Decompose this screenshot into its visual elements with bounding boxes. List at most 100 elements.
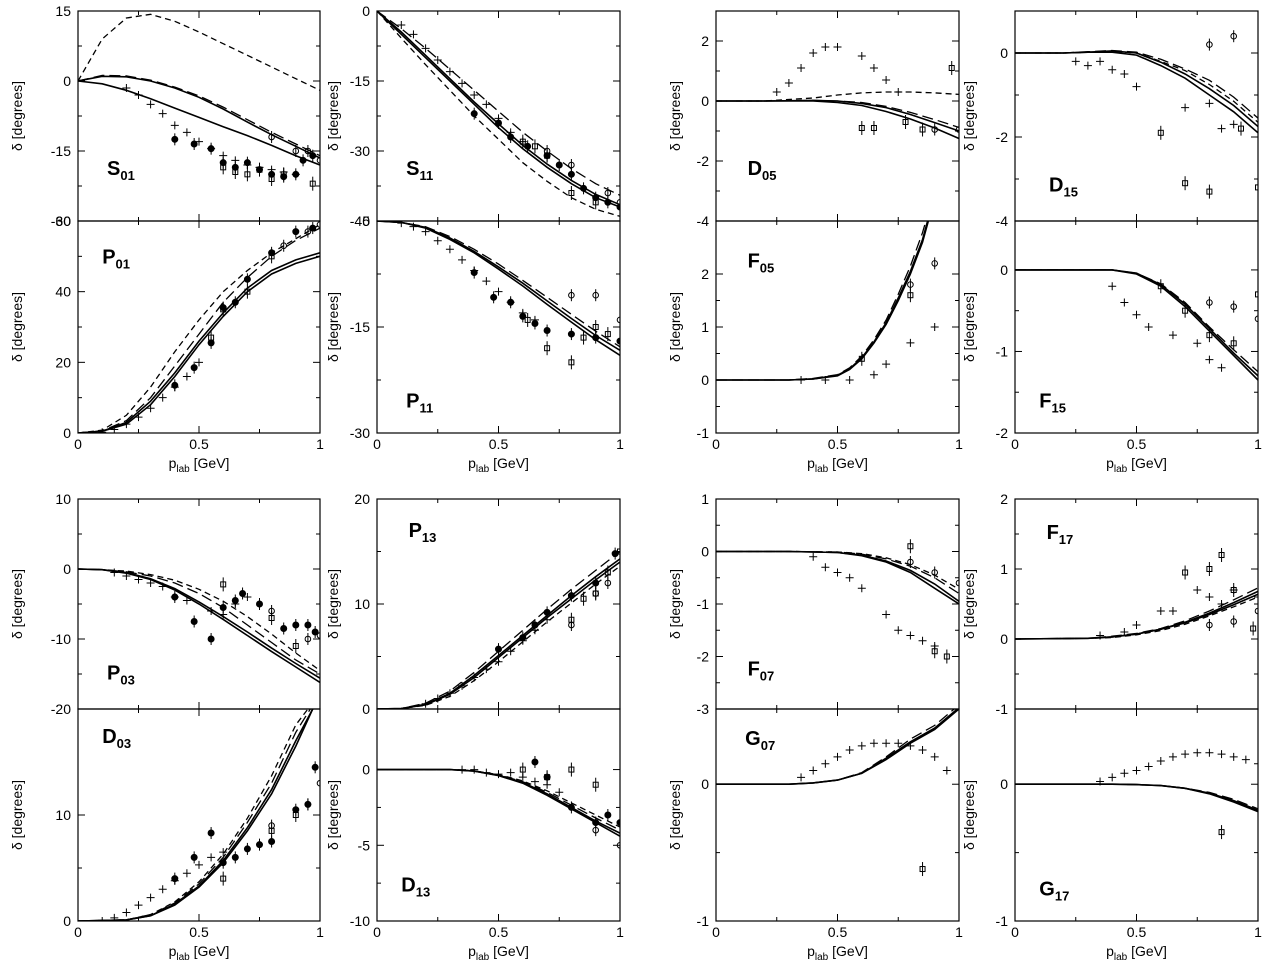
y-axis-label: δ [degrees]	[961, 81, 977, 151]
data-point-square	[943, 653, 950, 660]
y-tick-label: 1	[701, 491, 709, 507]
data-point-square	[907, 292, 914, 299]
data-point-square	[244, 288, 251, 295]
data-point-open	[1254, 315, 1258, 323]
data-point-plus	[421, 699, 430, 708]
data-point-filled	[567, 803, 575, 811]
data-point-plus	[894, 626, 903, 635]
y-axis-label: δ [degrees]	[9, 81, 25, 151]
data-point-square	[568, 359, 575, 366]
data-point-square	[931, 648, 938, 655]
data-point-open	[616, 199, 620, 206]
curve-solid	[1015, 269, 1258, 381]
y-tick-label: 2	[1000, 491, 1008, 507]
curve-shortdash	[78, 709, 309, 921]
data-point-filled	[616, 337, 620, 345]
y-tick-label: -2	[996, 425, 1009, 441]
data-point-filled	[239, 590, 247, 597]
data-point-plus	[1096, 777, 1105, 786]
y-axis-label: δ [degrees]	[9, 569, 25, 639]
data-point-square	[592, 199, 599, 206]
data-point-plus	[182, 869, 191, 878]
data-point-square	[1250, 625, 1257, 632]
data-point-plus	[1168, 752, 1177, 761]
y-tick-label: -1	[697, 425, 710, 441]
data-point-plus	[1217, 600, 1226, 608]
data-point-plus	[506, 647, 515, 656]
data-point-square	[1182, 180, 1189, 187]
data-point-filled	[171, 593, 179, 601]
data-point-square	[1230, 340, 1237, 347]
data-point-plus	[207, 853, 216, 862]
x-tick-label: 0.5	[489, 436, 509, 452]
data-point-open	[592, 291, 600, 299]
data-point-square	[208, 334, 215, 341]
data-point-filled	[190, 618, 198, 625]
data-point-filled	[531, 621, 539, 629]
data-point-open	[604, 189, 612, 197]
data-point-filled	[256, 600, 263, 608]
data-point-filled	[207, 635, 215, 643]
data-point-plus	[918, 746, 927, 755]
data-point-filled	[292, 621, 300, 629]
data-point-filled	[604, 198, 612, 206]
data-point-open	[592, 590, 600, 597]
curve-dashed	[1015, 587, 1258, 640]
data-point-open	[568, 161, 575, 169]
data-point-open	[1206, 299, 1213, 306]
data-point-plus	[930, 323, 939, 331]
y-tick-label: 0	[63, 73, 71, 89]
data-point-plus	[421, 227, 430, 236]
data-point-plus	[784, 79, 793, 87]
data-point-plus	[409, 222, 418, 231]
y-tick-label: -10	[51, 631, 71, 647]
data-point-filled	[243, 275, 251, 283]
data-point-plus	[195, 860, 203, 869]
data-point-open	[568, 291, 575, 299]
x-tick-label: 1	[1254, 436, 1262, 452]
panel-d15: -4 -2 0 δ [degrees] D15	[961, 10, 1259, 229]
y-tick-label: -1	[996, 913, 1009, 929]
data-point-open	[304, 801, 312, 808]
data-point-plus	[821, 759, 830, 768]
panel-label: D13	[401, 874, 430, 899]
data-point-filled	[304, 621, 312, 629]
panel-p11: -30 -15 0 0 0.5 1 plab [GeV] δ [degrees] P11	[325, 213, 624, 475]
y-tick-label: -4	[996, 213, 1009, 229]
curve-shortdash	[78, 223, 320, 433]
y-tick-label: -1	[996, 343, 1009, 359]
y-tick-label: -30	[51, 213, 71, 229]
panel-s11: -45 -30 -15 0 δ [degrees] S11	[325, 3, 621, 229]
panel-label: F17	[1047, 522, 1074, 547]
data-point-plus	[146, 579, 155, 587]
data-point-plus	[482, 277, 491, 286]
data-point-plus	[845, 746, 854, 755]
data-point-plus	[1193, 339, 1202, 348]
x-tick-label: 0	[373, 436, 381, 452]
data-point-square	[220, 164, 227, 171]
curve-dashed	[1015, 783, 1258, 810]
y-tick-label: 0	[1000, 262, 1008, 278]
curve-solid	[78, 75, 320, 159]
data-point-plus	[772, 88, 781, 96]
data-point-open	[955, 126, 959, 133]
data-point-plus	[1108, 65, 1117, 74]
x-tick-label: 0.5	[1127, 924, 1147, 940]
y-tick-label: 20	[354, 491, 370, 507]
x-axis-label: plab [GeV]	[468, 455, 529, 475]
data-point-plus	[845, 573, 854, 582]
data-point-open	[316, 779, 320, 787]
x-tick-label: 0	[74, 924, 82, 940]
data-point-filled	[616, 819, 620, 827]
data-point-square	[519, 138, 526, 145]
data-point-open	[568, 621, 575, 629]
curve-shortdash	[1015, 50, 1258, 123]
x-tick-label: 0	[74, 436, 82, 452]
data-point-square	[280, 171, 287, 178]
data-point-plus	[1071, 57, 1080, 66]
y-tick-label: 0	[1000, 776, 1008, 792]
curve-dashed	[377, 550, 620, 709]
data-point-filled	[243, 159, 251, 167]
data-point-filled	[507, 133, 515, 141]
curve-solid	[377, 558, 620, 709]
